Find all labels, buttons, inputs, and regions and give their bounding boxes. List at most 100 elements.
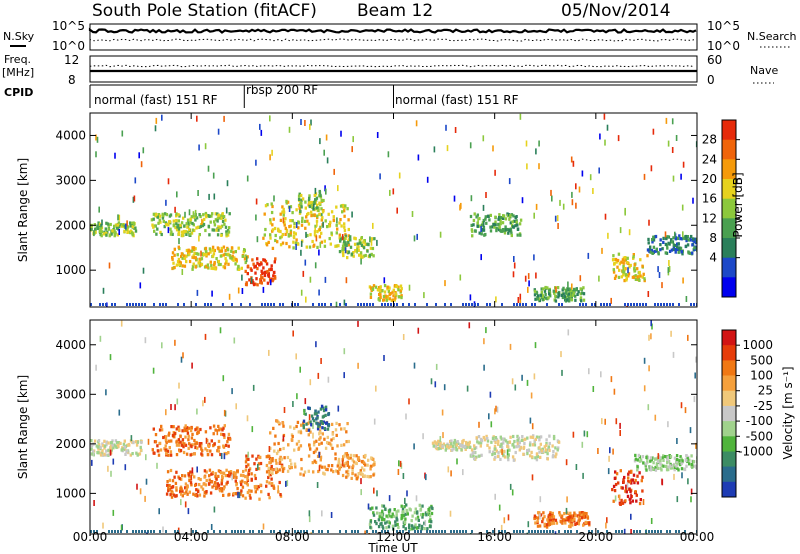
echo-cell <box>385 295 388 299</box>
echo-cell <box>432 530 434 533</box>
echo-cell <box>676 458 679 462</box>
echo-cell <box>318 465 321 472</box>
echo-cell <box>617 252 621 256</box>
echo-cell <box>153 451 156 455</box>
echo-cell <box>387 151 390 158</box>
echo-cell <box>231 474 233 481</box>
echo-cell <box>685 239 688 243</box>
echo-cell <box>568 513 571 517</box>
echo-cell <box>339 239 342 243</box>
echo-cell <box>126 449 129 453</box>
echo-cell <box>334 452 337 456</box>
echo-cell <box>565 507 568 514</box>
echo-cell <box>243 248 246 252</box>
echo-cell <box>493 457 496 461</box>
echo-cell <box>570 514 573 518</box>
echo-cell <box>662 236 665 240</box>
echo-cell <box>262 258 265 262</box>
echo-cell <box>666 461 669 465</box>
echo-cell <box>174 404 176 411</box>
echo-cell <box>313 230 316 237</box>
echo-cell <box>565 459 568 466</box>
echo-cell <box>316 427 320 431</box>
echo-cell <box>108 234 111 238</box>
echo-cell <box>188 227 191 232</box>
echo-cell <box>237 265 240 269</box>
echo-cell <box>215 257 218 261</box>
echo-cell <box>322 221 324 228</box>
echo-cell <box>168 478 172 482</box>
echo-cell <box>425 474 427 481</box>
echo-cell <box>318 451 321 458</box>
echo-cell <box>191 472 194 476</box>
echo-cell <box>343 239 346 244</box>
echo-cell <box>300 249 302 256</box>
echo-cell <box>497 222 500 226</box>
echo-cell <box>158 218 161 222</box>
echo-cell <box>99 335 102 342</box>
echo-cell <box>197 489 200 494</box>
echo-cell <box>171 485 174 489</box>
echo-cell <box>225 230 228 234</box>
echo-cell <box>551 195 553 202</box>
echo-cell <box>295 442 299 446</box>
echo-cell <box>90 447 93 451</box>
echo-cell <box>318 423 321 427</box>
echo-cell <box>455 447 458 452</box>
echo-cell <box>624 256 627 260</box>
echo-cell <box>554 455 557 459</box>
echo-cell <box>299 472 302 476</box>
echo-cell <box>452 447 455 451</box>
echo-cell <box>554 294 557 298</box>
echo-cell <box>336 464 339 468</box>
echo-cell <box>615 418 618 425</box>
echo-cell <box>180 477 183 481</box>
echo-cell <box>646 455 650 459</box>
echo-cell <box>352 460 356 464</box>
echo-cell <box>630 513 632 520</box>
echo-cell <box>320 207 323 211</box>
echo-cell <box>119 441 122 445</box>
echo-cell <box>338 466 341 470</box>
echo-cell <box>126 228 129 232</box>
echo-cell <box>130 435 133 442</box>
echo-cell <box>572 513 576 518</box>
echo-cell <box>377 288 380 292</box>
echo-cell <box>455 443 458 447</box>
echo-cell <box>648 334 650 341</box>
echo-cell <box>402 514 406 518</box>
echo-cell <box>678 459 681 463</box>
echo-cell <box>636 474 639 478</box>
echo-cell <box>498 213 501 217</box>
echo-cell <box>422 512 425 517</box>
echo-cell <box>430 506 433 510</box>
echo-cell <box>621 501 625 505</box>
echo-cell <box>633 275 636 280</box>
echo-cell <box>219 427 222 431</box>
echo-cell <box>444 448 447 452</box>
echo-cell <box>650 165 653 172</box>
echo-cell <box>266 269 269 274</box>
echo-cell <box>207 224 210 228</box>
echo-cell <box>210 453 214 457</box>
echo-cell <box>117 443 120 447</box>
echo-cell <box>282 210 286 214</box>
echo-cell <box>364 242 367 246</box>
echo-cell <box>122 447 125 451</box>
echo-cell <box>694 372 696 379</box>
echo-cell <box>310 210 313 214</box>
echo-cell <box>188 490 191 494</box>
echo-cell <box>676 242 679 246</box>
echo-cell <box>610 376 613 383</box>
echo-cell <box>159 230 162 234</box>
echo-cell <box>281 210 284 214</box>
echo-cell <box>654 530 656 533</box>
n-sky-label: N.Sky <box>3 30 35 43</box>
echo-cell <box>320 358 322 364</box>
echo-cell <box>614 274 618 278</box>
echo-cell <box>285 530 287 533</box>
echo-cell <box>319 193 322 197</box>
echo-cell <box>657 530 659 533</box>
echo-cell <box>187 434 190 438</box>
echo-cell <box>95 364 97 371</box>
